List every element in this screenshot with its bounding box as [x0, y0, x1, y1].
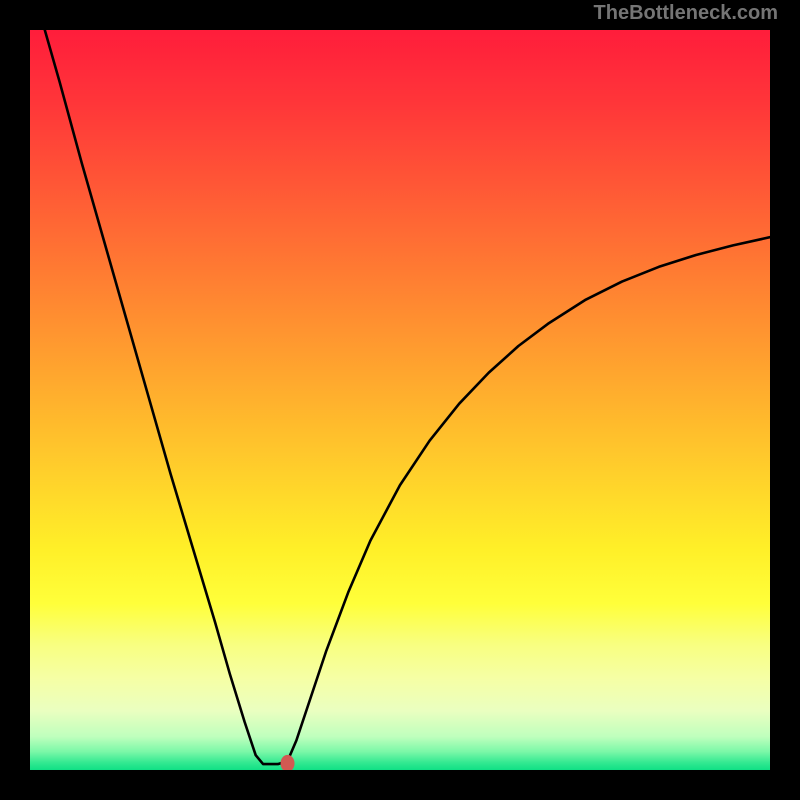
chart-svg: [30, 30, 770, 770]
watermark-text: TheBottleneck.com: [594, 2, 778, 25]
chart-frame: TheBottleneck.com: [0, 0, 800, 800]
gradient-background: [30, 30, 770, 770]
plot-area: [30, 30, 770, 770]
